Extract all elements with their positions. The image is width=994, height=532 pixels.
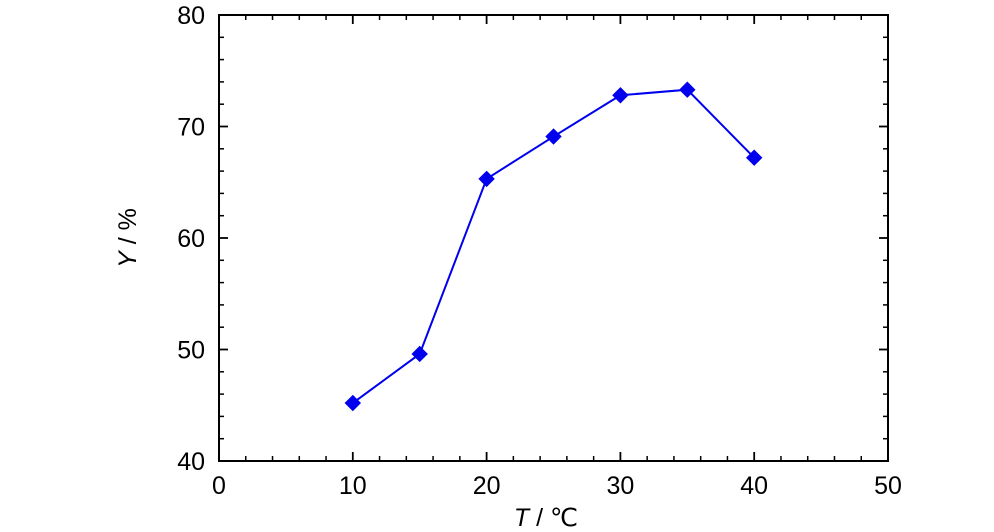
x-tick-label: 50 [874, 472, 902, 500]
y-axis-unit: % [114, 208, 142, 230]
x-axis-label: T / ℃ [514, 504, 578, 532]
data-point-marker [612, 87, 629, 104]
data-point-marker [478, 170, 495, 188]
x-axis-unit: ℃ [550, 504, 578, 532]
series-group [344, 81, 763, 412]
x-tick-label: 20 [473, 472, 501, 500]
x-tick-label: 30 [606, 472, 634, 500]
data-point-marker [545, 128, 562, 145]
y-axis-separator: / [114, 230, 142, 251]
tick-labels: 0 10 20 30 40 50 40 50 60 70 80 [177, 2, 902, 500]
data-point-marker [679, 81, 696, 98]
x-tick-label: 0 [212, 472, 226, 500]
y-tick-label: 80 [177, 2, 205, 30]
x-tick-label: 10 [339, 472, 367, 500]
y-tick-label: 70 [177, 114, 205, 142]
plot-frame [218, 14, 889, 462]
y-tick-label: 50 [177, 337, 205, 365]
x-tick-label: 40 [740, 472, 768, 500]
data-point-marker [344, 394, 362, 412]
y-tick-label: 60 [177, 225, 205, 253]
y-tick-label: 40 [177, 448, 205, 476]
y-axis-symbol: Y [114, 249, 142, 268]
axis-ticks [218, 14, 889, 462]
y-axis-label: Y / % [114, 208, 142, 268]
x-axis-symbol: T [514, 504, 531, 532]
data-point-marker [745, 149, 763, 166]
data-point-marker [411, 345, 428, 363]
x-axis-separator: / [529, 504, 550, 532]
